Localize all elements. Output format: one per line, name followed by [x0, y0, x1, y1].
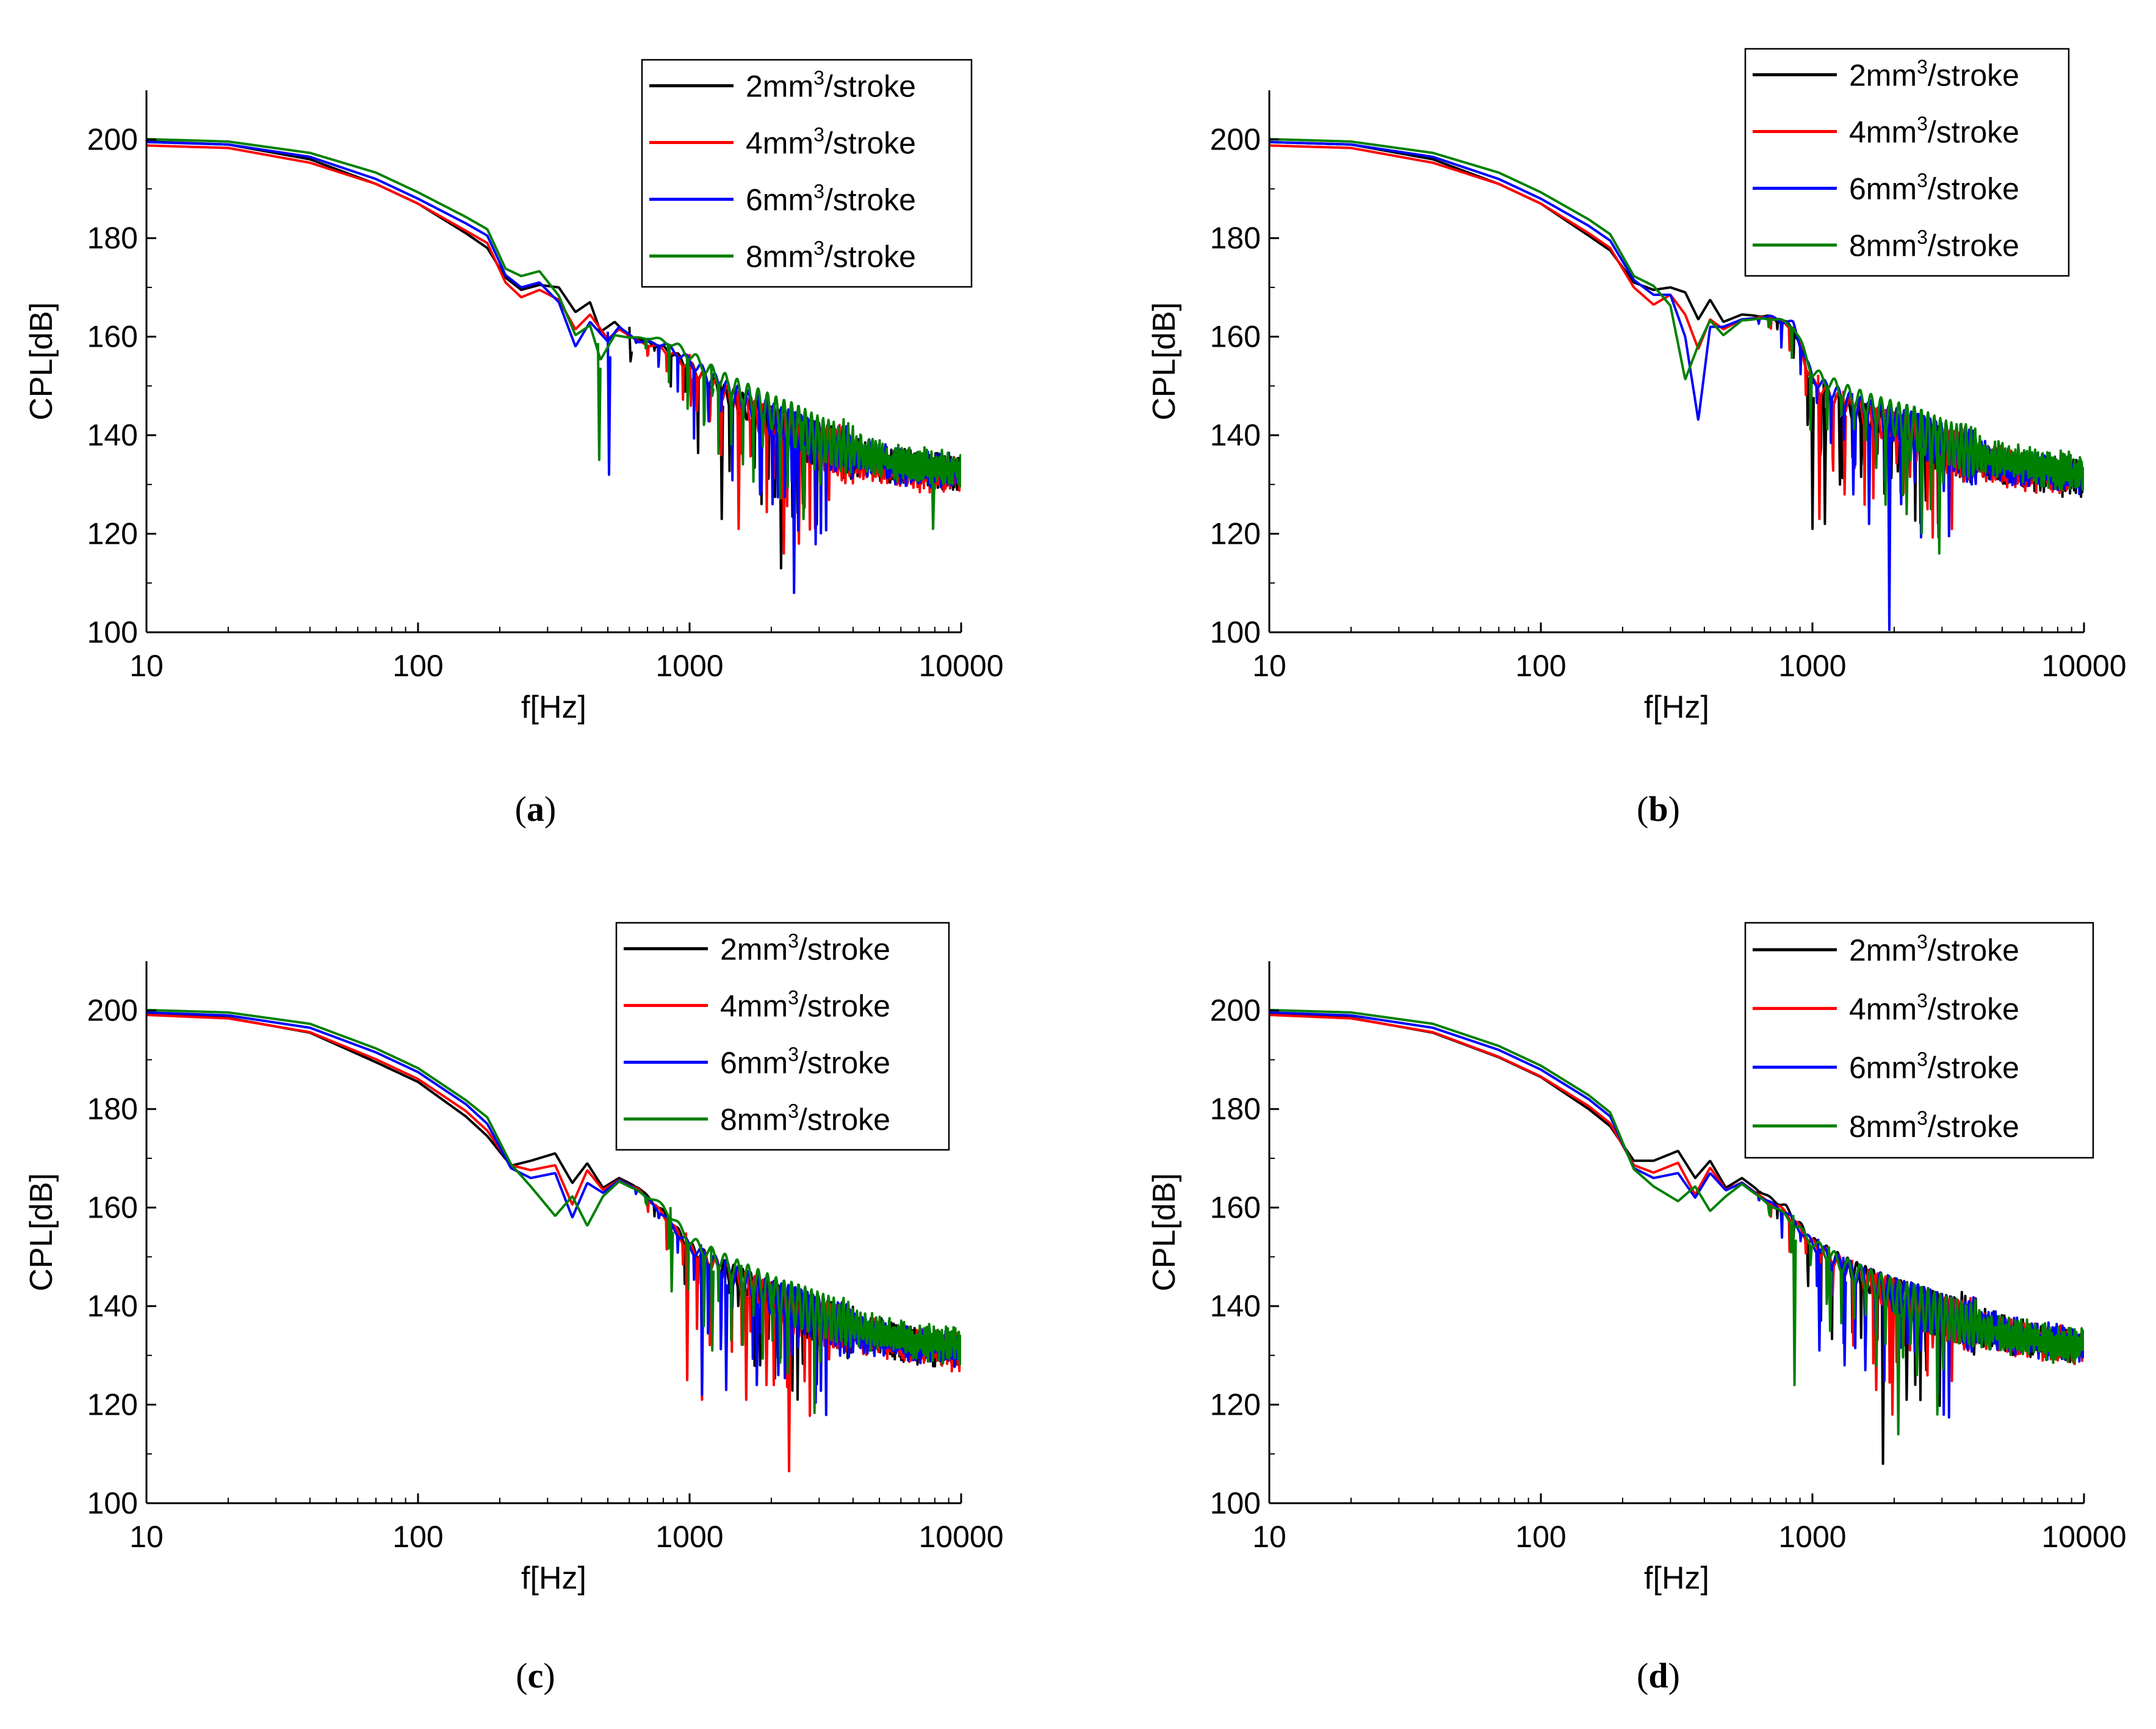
legend-entry-6mm: 6mm3/stroke [1849, 1049, 2019, 1085]
x-axis-label: f[Hz] [521, 1561, 586, 1596]
x-axis-label: f[Hz] [1644, 1561, 1709, 1596]
legend-entry-2mm: 2mm3/stroke [1849, 931, 2019, 967]
series-line-6mm [146, 1011, 961, 1417]
y-tick-label: 160 [1210, 320, 1261, 354]
subfigure-caption: (b) [1637, 789, 1680, 829]
x-tick-label: 10000 [918, 649, 1003, 683]
legend-entry-6mm: 6mm3/stroke [720, 1044, 890, 1080]
y-tick-label: 160 [87, 320, 138, 354]
y-tick-label: 100 [1210, 1486, 1261, 1520]
y-tick-label: 100 [87, 615, 138, 649]
x-tick-label: 10 [129, 1520, 164, 1554]
legend-entry-8mm: 8mm3/stroke [1849, 226, 2019, 263]
y-tick-label: 180 [87, 1092, 138, 1126]
legend-box [615, 922, 950, 1151]
legend-entry-8mm: 8mm3/stroke [746, 237, 916, 274]
legend-entry-2mm: 2mm3/stroke [720, 930, 890, 967]
subfigure-caption: (c) [516, 1656, 555, 1695]
x-tick-label: 1000 [655, 649, 723, 683]
x-tick-label: 1000 [1778, 1520, 1846, 1554]
series-line-6mm [146, 140, 961, 594]
x-tick-label: 1000 [1778, 649, 1846, 683]
y-tick-label: 120 [87, 517, 138, 551]
series-line-2mm [1269, 1012, 2084, 1465]
legend-entry-4mm: 4mm3/stroke [1849, 989, 2019, 1026]
y-tick-label: 100 [1210, 615, 1261, 649]
x-tick-label: 10 [1252, 649, 1286, 683]
legend-entry-6mm: 6mm3/stroke [1849, 170, 2019, 206]
y-tick-label: 180 [87, 221, 138, 255]
subfigure-caption: (d) [1637, 1656, 1680, 1695]
x-tick-label: 100 [1515, 649, 1566, 683]
legend-entry-2mm: 2mm3/stroke [746, 67, 916, 104]
series-line-2mm [1269, 140, 2084, 530]
legend-entry-6mm: 6mm3/stroke [746, 181, 916, 217]
x-tick-label: 10 [1252, 1520, 1286, 1554]
x-tick-label: 10000 [2041, 1520, 2126, 1554]
x-tick-label: 10000 [918, 1520, 1003, 1554]
legend-entry-2mm: 2mm3/stroke [1849, 56, 2019, 93]
y-tick-label: 200 [1210, 123, 1261, 157]
legend-box [641, 59, 973, 288]
y-tick-label: 180 [1210, 1092, 1261, 1126]
y-tick-label: 120 [1210, 517, 1261, 551]
y-tick-label: 160 [87, 1191, 138, 1225]
series-line-6mm [1269, 140, 2084, 631]
y-axis-label: CPL[dB] [1147, 302, 1182, 421]
x-axis-label: f[Hz] [521, 690, 586, 725]
legend-entry-8mm: 8mm3/stroke [1849, 1107, 2019, 1144]
legend-entry-4mm: 4mm3/stroke [746, 124, 916, 161]
legend-entry-4mm: 4mm3/stroke [720, 987, 890, 1023]
series-line-8mm [146, 1008, 961, 1414]
y-tick-label: 140 [87, 418, 138, 452]
x-tick-label: 100 [1515, 1520, 1566, 1554]
y-tick-label: 200 [87, 123, 138, 157]
series-line-4mm [146, 1014, 961, 1473]
y-tick-label: 140 [87, 1289, 138, 1323]
y-tick-label: 200 [1210, 994, 1261, 1028]
series-line-8mm [146, 137, 961, 530]
y-axis-label: CPL[dB] [24, 1173, 59, 1291]
x-tick-label: 1000 [655, 1520, 723, 1554]
y-tick-label: 120 [87, 1388, 138, 1422]
series-line-6mm [1269, 1011, 2084, 1419]
series-line-8mm [1269, 1008, 2084, 1435]
x-tick-label: 10 [129, 649, 164, 683]
y-tick-label: 140 [1210, 418, 1261, 452]
legend-entry-4mm: 4mm3/stroke [1849, 113, 2019, 150]
y-tick-label: 120 [1210, 1388, 1261, 1422]
x-axis-label: f[Hz] [1644, 690, 1709, 725]
y-tick-label: 200 [87, 994, 138, 1028]
legend-box [1744, 48, 2070, 277]
x-tick-label: 10000 [2041, 649, 2126, 683]
legend-entry-8mm: 8mm3/stroke [720, 1100, 890, 1137]
x-tick-label: 100 [392, 649, 443, 683]
y-axis-label: CPL[dB] [24, 302, 59, 421]
legend-box [1744, 922, 2094, 1159]
series-line-4mm [1269, 144, 2084, 539]
y-tick-label: 140 [1210, 1289, 1261, 1323]
x-tick-label: 100 [392, 1520, 443, 1554]
series-line-8mm [1269, 137, 2084, 555]
y-tick-label: 160 [1210, 1191, 1261, 1225]
y-axis-label: CPL[dB] [1147, 1173, 1182, 1291]
subfigure-caption: (a) [515, 789, 557, 829]
series-line-4mm [1269, 1014, 2084, 1416]
y-tick-label: 180 [1210, 221, 1261, 255]
y-tick-label: 100 [87, 1486, 138, 1520]
